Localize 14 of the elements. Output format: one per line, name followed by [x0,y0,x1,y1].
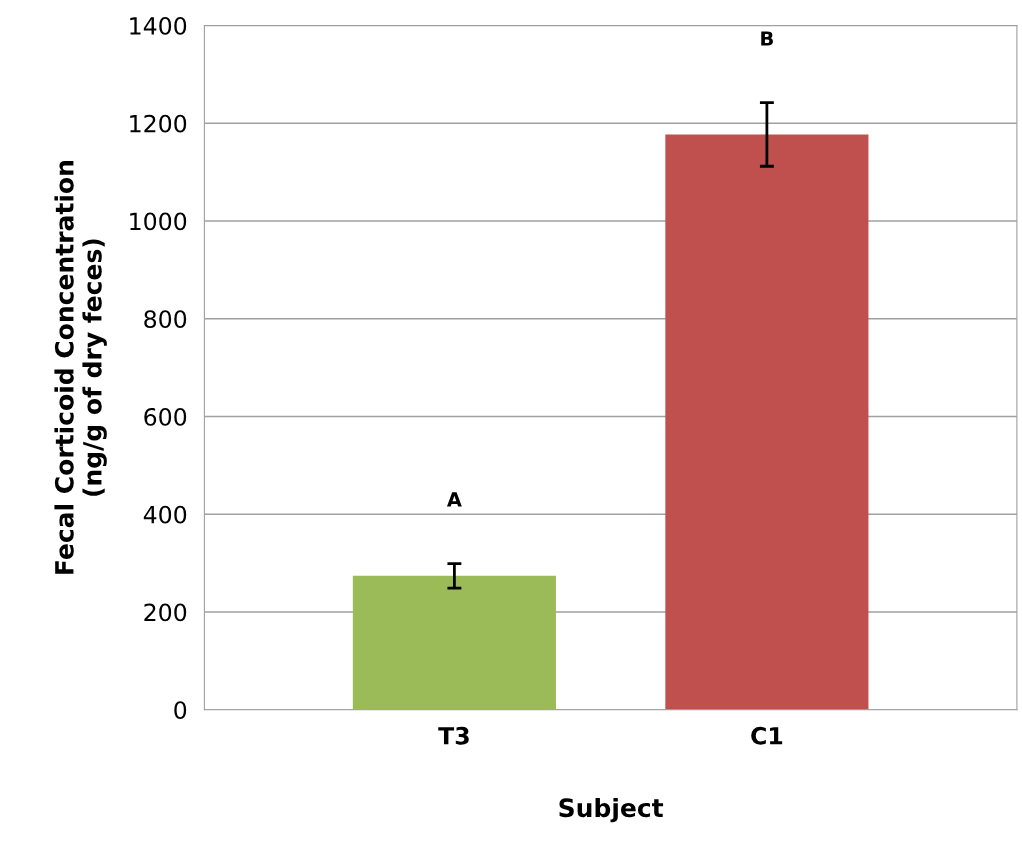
x-axis-title: Subject [559,797,664,823]
y-tick-label: 1200 [130,114,187,133]
annotation: A [446,492,462,507]
annotation: B [761,31,773,46]
x-tick-label: T3 [438,726,469,745]
y-tick-label: 800 [144,310,187,329]
y-tick-label: 600 [144,407,187,426]
y-tick-label: 400 [143,505,187,524]
x-tick-label: C1 [751,726,783,745]
y-tick-label: 0 [174,701,187,720]
y-tick-label: 200 [144,603,187,622]
y-tick-label: 1400 [130,16,187,35]
y-tick-label: 1000 [130,212,187,231]
y-axis-title: Fecal Corticoid Concentration (ng/g of dry feces) [54,161,107,574]
